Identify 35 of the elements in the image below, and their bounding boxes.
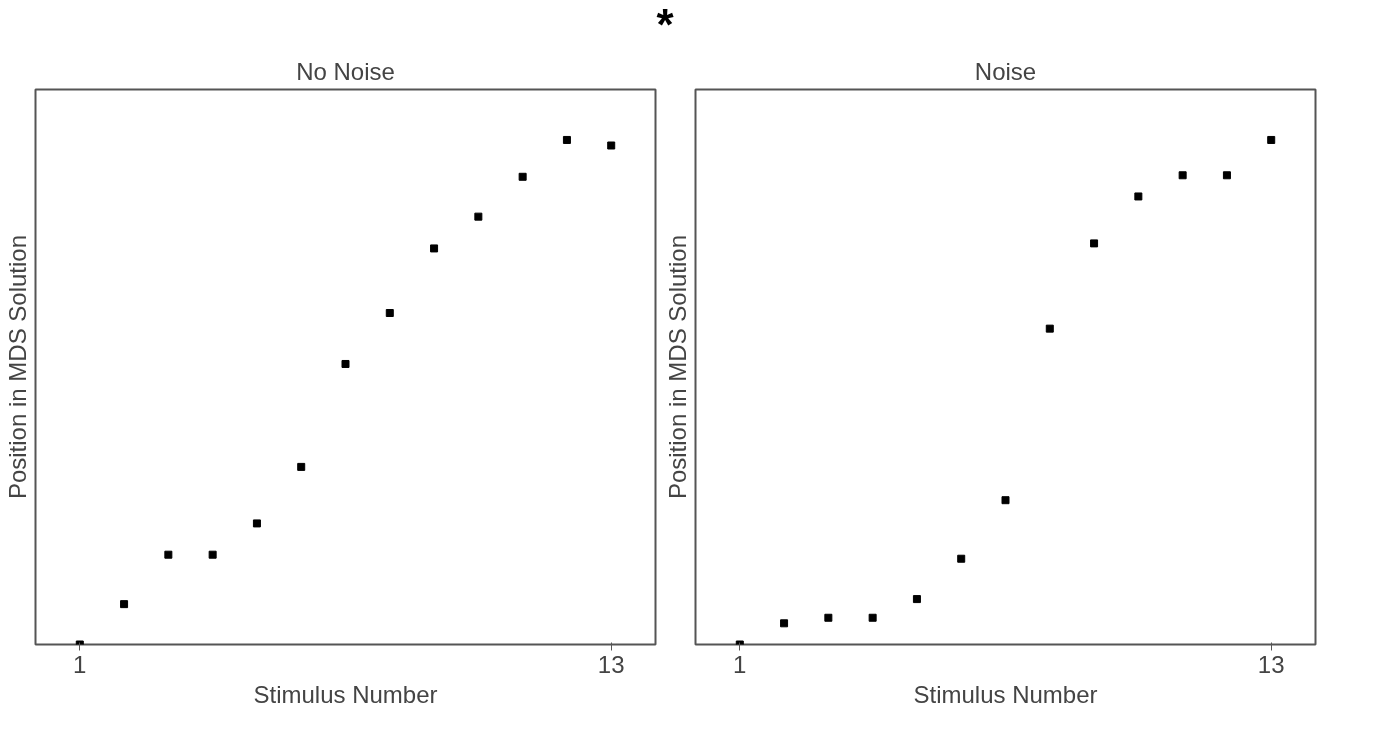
point (1222, 171, 1231, 180)
x-axis-title: Stimulus Number (253, 680, 438, 708)
point (208, 550, 217, 559)
x-axis-title: Stimulus Number (913, 680, 1098, 708)
point (1045, 324, 1054, 333)
y-axis-title: Position in MDS Solution (663, 234, 691, 500)
point (1178, 171, 1187, 180)
point (957, 554, 966, 563)
point (120, 600, 129, 609)
x-tick-label: 13 (597, 650, 625, 678)
point (780, 619, 789, 628)
point (562, 135, 571, 144)
point (1090, 239, 1099, 248)
point (341, 359, 350, 368)
point (164, 550, 173, 559)
point (824, 613, 833, 622)
point (607, 141, 616, 150)
point (430, 244, 439, 253)
point (385, 309, 394, 318)
text: * (656, 0, 674, 49)
point (912, 595, 921, 604)
x-tick-label: 13 (1257, 650, 1285, 678)
point (868, 613, 877, 622)
point (252, 519, 261, 528)
x-tick-label: 1 (733, 650, 747, 678)
chart-title: Noise (974, 57, 1037, 85)
point (1267, 135, 1276, 144)
x-tick-label: 1 (73, 650, 87, 678)
y-axis-title: Position in MDS Solution (3, 234, 31, 500)
point (1001, 496, 1010, 505)
point (474, 212, 483, 221)
point (1134, 192, 1143, 201)
chart-title: No Noise (296, 57, 395, 85)
point (297, 462, 306, 471)
point (518, 172, 527, 181)
